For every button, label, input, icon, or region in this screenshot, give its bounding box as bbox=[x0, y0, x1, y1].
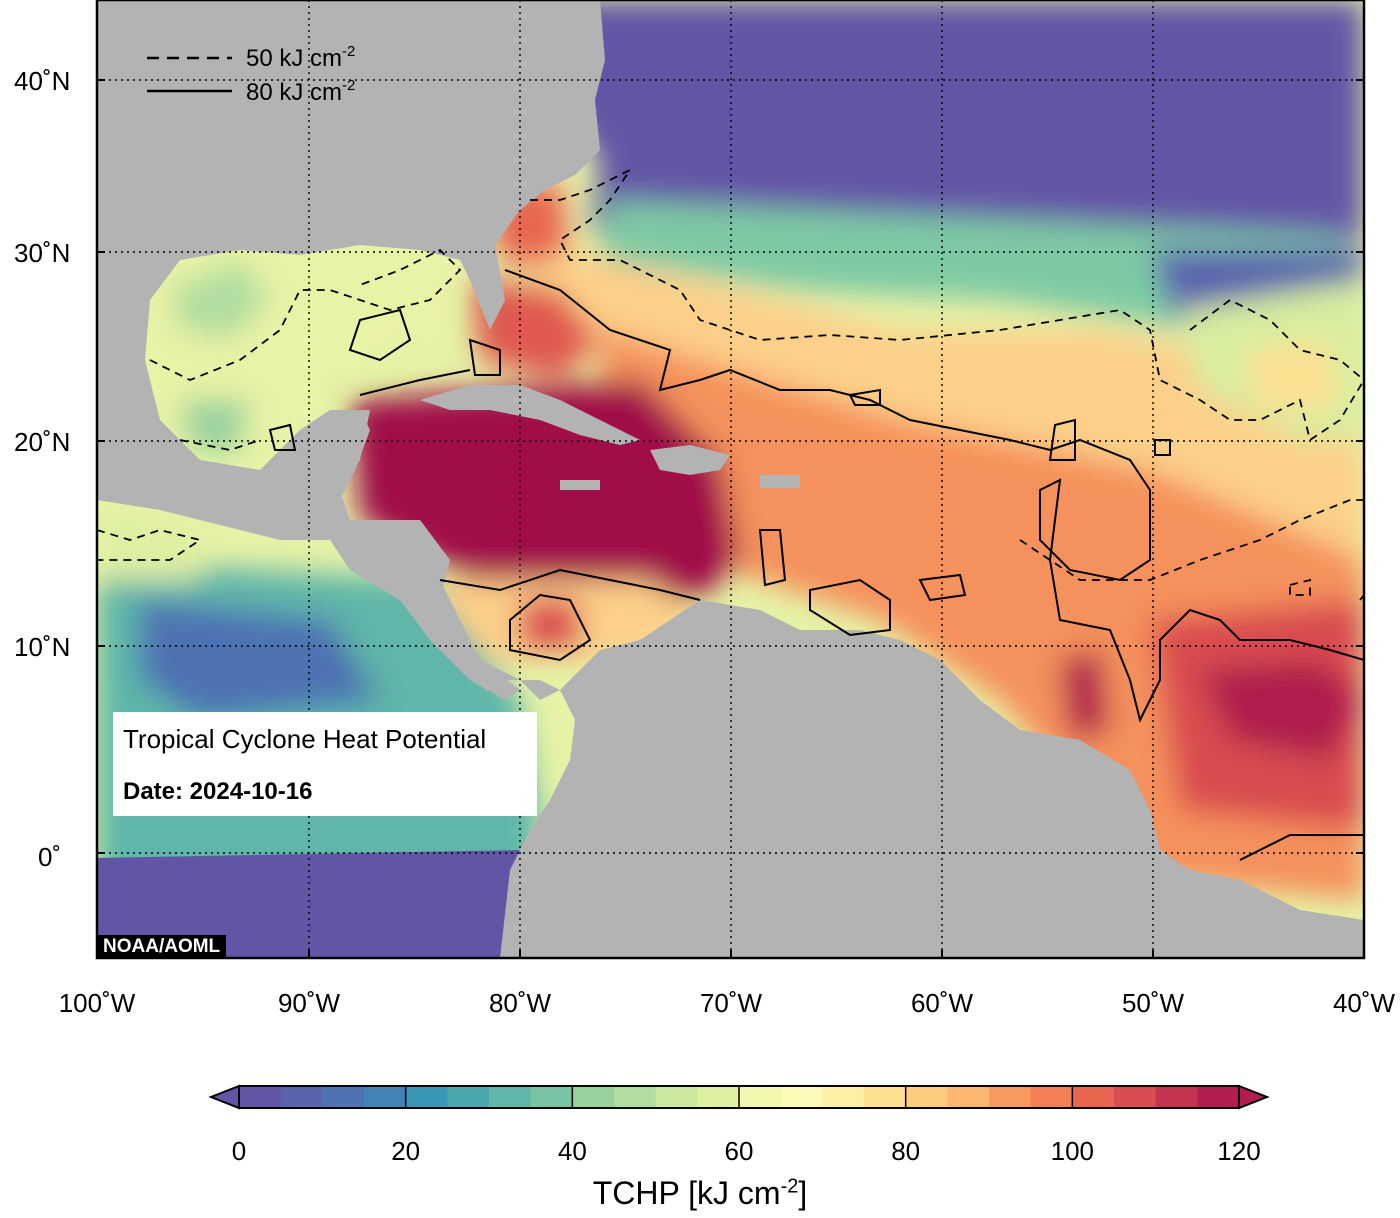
colorbar-swatch bbox=[905, 1086, 948, 1108]
longitude-labels: 100˚W 90˚W 80˚W 70˚W 60˚W 50˚W 40˚W bbox=[59, 988, 1396, 1018]
colorbar-tick-label: 40 bbox=[557, 1136, 587, 1166]
colorbar-swatch bbox=[405, 1086, 448, 1108]
colorbar-swatch bbox=[447, 1086, 490, 1108]
lat-label-40: 40˚N bbox=[14, 66, 70, 96]
lat-label-0: 0˚ bbox=[38, 842, 61, 872]
colorbar-swatch bbox=[1197, 1086, 1240, 1108]
lat-label-10: 10˚N bbox=[14, 632, 70, 662]
colorbar-swatch bbox=[530, 1086, 573, 1108]
map-panel bbox=[97, 0, 1364, 958]
contour-80 bbox=[268, 269, 1364, 861]
colorbar-swatch bbox=[489, 1086, 532, 1108]
axis-ticks bbox=[97, 79, 1364, 958]
legend-solid-label: 80 kJ cm-2 bbox=[246, 77, 355, 106]
colorbar-swatch bbox=[739, 1086, 782, 1108]
colorbar-swatch bbox=[322, 1086, 365, 1108]
colorbar-title: TCHP [kJ cm-2] bbox=[592, 1175, 808, 1211]
colorbar-tick-label: 120 bbox=[1217, 1136, 1261, 1166]
lon-label-50w: 50˚W bbox=[1122, 988, 1185, 1018]
colorbar-swatch bbox=[989, 1086, 1032, 1108]
contour-50 bbox=[97, 167, 1364, 601]
info-title: Tropical Cyclone Heat Potential bbox=[123, 724, 487, 754]
colorbar-swatch bbox=[280, 1086, 323, 1108]
colorbar-swatch bbox=[572, 1086, 615, 1108]
land bbox=[97, 0, 1364, 958]
colorbar-swatch bbox=[947, 1086, 990, 1108]
colorbar-swatch bbox=[1155, 1086, 1198, 1108]
colorbar-tick-label: 60 bbox=[724, 1136, 754, 1166]
colorbar-over-arrow bbox=[1238, 1084, 1270, 1110]
lat-label-20: 20˚N bbox=[14, 427, 70, 457]
colorbar-swatch bbox=[364, 1086, 407, 1108]
lat-label-30: 30˚N bbox=[14, 238, 70, 268]
contour-legend: 50 kJ cm-2 80 kJ cm-2 bbox=[147, 43, 355, 106]
lon-label-40w: 40˚W bbox=[1333, 988, 1396, 1018]
colorbar-swatch bbox=[239, 1086, 282, 1108]
colorbar-tick-label: 80 bbox=[891, 1136, 921, 1166]
lon-label-70w: 70˚W bbox=[700, 988, 763, 1018]
colorbar-swatch bbox=[780, 1086, 823, 1108]
colorbar bbox=[208, 1084, 1270, 1110]
colorbar-swatch bbox=[1030, 1086, 1073, 1108]
info-date: Date: 2024-10-16 bbox=[123, 778, 313, 805]
colorbar-tick-label: 0 bbox=[231, 1136, 247, 1166]
colorbar-swatch bbox=[655, 1086, 698, 1108]
colorbar-tick-label: 20 bbox=[391, 1136, 421, 1166]
info-box: Tropical Cyclone Heat Potential Date: 20… bbox=[113, 712, 537, 816]
legend-dashed-label: 50 kJ cm-2 bbox=[246, 43, 355, 72]
colorbar-tick-label: 100 bbox=[1050, 1136, 1095, 1166]
colorbar-swatch bbox=[1114, 1086, 1157, 1108]
lon-label-80w: 80˚W bbox=[489, 988, 552, 1018]
colorbar-swatch bbox=[822, 1086, 865, 1108]
colorbar-swatch bbox=[614, 1086, 657, 1108]
lon-label-90w: 90˚W bbox=[278, 988, 341, 1018]
latitude-labels: 40˚N 30˚N 20˚N 10˚N 0˚ bbox=[14, 66, 70, 872]
colorbar-swatch bbox=[697, 1086, 740, 1108]
lon-label-60w: 60˚W bbox=[911, 988, 974, 1018]
colorbar-swatch bbox=[864, 1086, 907, 1108]
lon-label-100w: 100˚W bbox=[59, 988, 136, 1018]
cold-water-region bbox=[97, 850, 520, 958]
credit-badge: NOAA/AOML bbox=[97, 935, 227, 958]
colorbar-under-arrow bbox=[208, 1084, 240, 1110]
colorbar-swatch bbox=[1072, 1086, 1115, 1108]
